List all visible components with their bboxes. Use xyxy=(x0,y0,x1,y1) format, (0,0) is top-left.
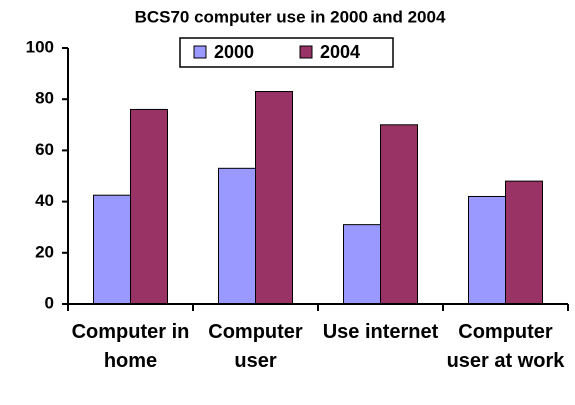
bar xyxy=(343,224,381,305)
legend-swatch xyxy=(193,45,207,59)
bar xyxy=(505,180,543,305)
x-tick-label: Computer user xyxy=(208,321,303,372)
chart-title: BCS70 computer use in 2000 and 2004 xyxy=(135,7,446,26)
legend-label: 2000 xyxy=(214,42,254,62)
bar xyxy=(255,91,293,305)
y-tick-label: 20 xyxy=(35,242,54,261)
y-tick-label: 60 xyxy=(35,140,54,159)
bar xyxy=(130,108,168,305)
x-tick-label: Computer user at work xyxy=(446,321,565,372)
legend-box xyxy=(179,37,394,68)
x-tick-label: Computer in home xyxy=(71,321,190,372)
y-tick-label: 80 xyxy=(35,89,54,108)
y-tick-label: 100 xyxy=(26,37,54,56)
y-tick-label: 0 xyxy=(45,293,54,312)
legend-swatch xyxy=(299,45,313,59)
bar xyxy=(93,194,131,305)
y-tick-label: 40 xyxy=(35,191,54,210)
legend-label: 2004 xyxy=(320,42,360,62)
bar xyxy=(380,124,418,305)
bar xyxy=(468,195,506,305)
bar xyxy=(218,167,256,305)
x-tick-label: Use internet xyxy=(322,321,439,343)
